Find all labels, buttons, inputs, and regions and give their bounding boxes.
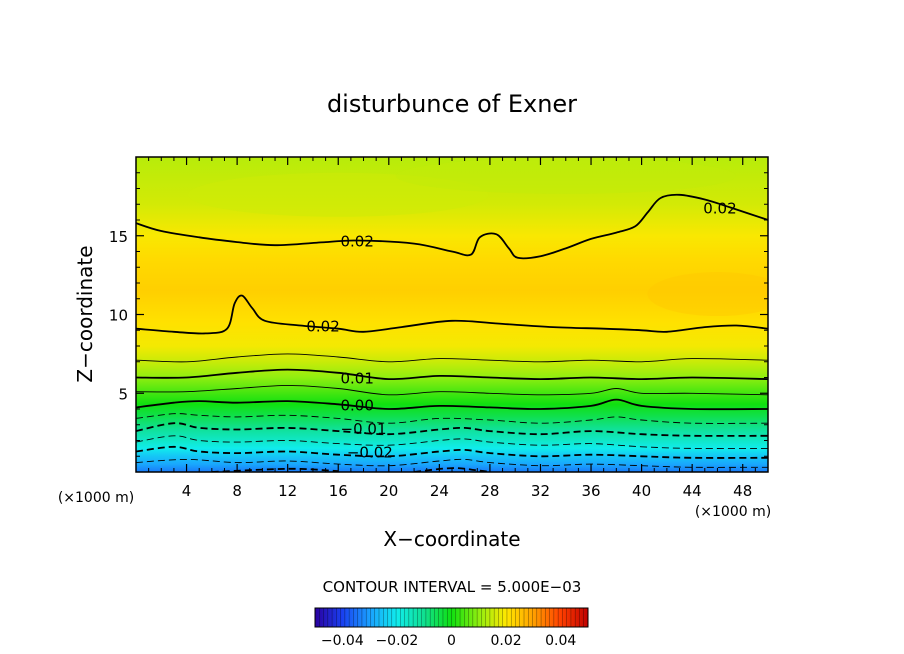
x-tick-label: 24 <box>430 482 449 500</box>
contour-interval-text: CONTOUR INTERVAL = 5.000E−03 <box>323 578 582 596</box>
chart-title: disturbunce of Exner <box>327 90 577 118</box>
y-axis-ticks: 5 10 15 <box>109 172 768 457</box>
contour-line <box>136 445 768 459</box>
contour-line <box>136 353 768 363</box>
x-tick-label: 32 <box>531 482 550 500</box>
y-tick-label: 5 <box>118 385 128 403</box>
colorbar-tick-label: 0 <box>447 633 456 649</box>
contour-label: 0.00 <box>340 396 373 414</box>
field-variation-overlay <box>188 157 768 317</box>
colorbar-tick-label: 0.04 <box>545 633 576 649</box>
contour-label: 0.02 <box>306 318 339 336</box>
contour-line <box>136 413 768 424</box>
y-axis-label: Z−coordinate <box>73 245 97 382</box>
contour-label: −0.01 <box>341 420 387 438</box>
colorbar-stripes <box>319 608 584 627</box>
contour-label-text: 0.02 <box>306 318 339 336</box>
field-lobe <box>647 272 768 317</box>
x-tick-label: 40 <box>632 482 651 500</box>
x-tick-label: 44 <box>683 482 702 500</box>
y-tick-label: 15 <box>109 228 128 246</box>
x-unit-label: (×1000 m) <box>695 504 771 520</box>
x-tick-label: 36 <box>581 482 600 500</box>
y-tick-label: 10 <box>109 307 128 325</box>
contour-line <box>136 294 768 335</box>
field-lobe <box>395 157 736 194</box>
contour-line <box>136 368 768 381</box>
plot-area: 0.020.020.020.010.00−0.01−0.02 4 8 12 16 20 2… <box>109 156 769 500</box>
contour-line <box>136 398 768 411</box>
contour-label: 0.02 <box>340 232 373 250</box>
colorbar-tick-label: −0.04 <box>321 633 364 649</box>
contour-label-text: 0.02 <box>703 199 736 217</box>
contour-label-text: 0.00 <box>340 396 373 414</box>
contour-line <box>136 384 768 396</box>
x-tick-label: 8 <box>232 482 242 500</box>
colorbar-tick-labels: −0.04 −0.02 0 0.02 0.04 <box>321 633 577 649</box>
colorbar: −0.04 −0.02 0 0.02 0.04 <box>314 607 589 649</box>
contour-label: 0.02 <box>703 199 736 217</box>
x-tick-label: 28 <box>480 482 499 500</box>
contour-labels: 0.02 0.02 0.02 0.01 0.00 −0.01 −0.02 <box>306 199 736 462</box>
x-tick-label: 12 <box>278 482 297 500</box>
colorbar-tick-label: −0.02 <box>375 633 418 649</box>
x-tick-label: 4 <box>182 482 192 500</box>
contour-line <box>136 422 768 437</box>
z-unit-label: (×1000 m) <box>58 490 134 506</box>
contour-line <box>136 435 768 449</box>
contour-label-text: 0.01 <box>340 370 373 388</box>
contour-label: 0.01 <box>340 370 373 388</box>
contour-label-text: −0.01 <box>341 420 387 438</box>
colorbar-frame <box>314 607 589 628</box>
x-tick-label: 16 <box>329 482 348 500</box>
contour-label: −0.02 <box>347 444 393 462</box>
x-axis-label: X−coordinate <box>383 527 520 551</box>
colorbar-tick-label: 0.02 <box>491 633 522 649</box>
contour-label-text: 0.02 <box>340 232 373 250</box>
contour-lines <box>136 193 768 472</box>
contour-line <box>211 467 339 472</box>
contour-label-text: −0.02 <box>347 444 393 462</box>
x-axis-ticks: 4 8 12 16 20 24 28 32 36 40 44 48 <box>148 157 756 500</box>
contour-line <box>136 193 768 260</box>
x-tick-label: 48 <box>733 482 752 500</box>
x-tick-label: 20 <box>379 482 398 500</box>
